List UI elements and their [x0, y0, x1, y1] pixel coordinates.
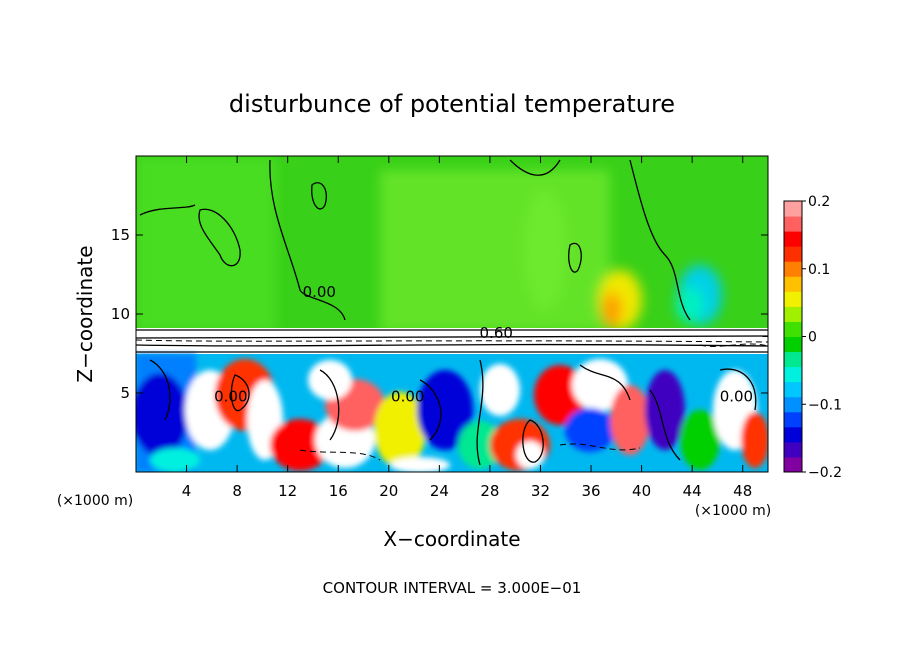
colorbar-swatch	[784, 456, 802, 473]
colorbar-label: 0.2	[808, 194, 830, 210]
colorbar-swatch	[784, 216, 802, 232]
contour-interval-note: CONTOUR INTERVAL = 3.000E−01	[323, 579, 582, 597]
colorbar-label: −0.2	[808, 465, 842, 481]
x-tick-label: 40	[632, 482, 651, 500]
colorbar-swatch	[784, 411, 802, 428]
contour-labels: 0.00 0.60 0.00 0.00 0.00	[214, 283, 753, 405]
colorbar-label: 0.1	[808, 262, 830, 278]
contour-label: 0.00	[303, 283, 336, 301]
colorbar-label: 0	[808, 330, 817, 346]
contour-label: 0.00	[214, 387, 247, 405]
dashed-contours	[136, 339, 768, 461]
colorbar-swatch	[784, 426, 802, 443]
colorbar-swatch	[784, 366, 802, 383]
x-unit-right: (×1000 m)	[695, 503, 771, 519]
chart-title: disturbunce of potential temperature	[229, 90, 675, 118]
colorbar-swatch	[784, 276, 802, 292]
colorbar-swatch	[784, 246, 802, 262]
colorbar-swatch	[784, 231, 802, 247]
contour-label: 0.00	[720, 387, 753, 405]
colorbar-swatch	[784, 381, 802, 398]
colorbar-swatch	[784, 261, 802, 277]
colorbar-swatch	[784, 201, 802, 217]
colorbar: −0.2 −0.1 0 0.1 0.2	[783, 194, 842, 481]
y-tick-label: 15	[111, 226, 130, 244]
y-tick-label: 10	[111, 305, 130, 323]
y-tick-label: 5	[120, 384, 130, 402]
contour-label: 0.00	[391, 387, 424, 405]
x-tick-label: 16	[329, 482, 348, 500]
colorbar-swatch	[784, 351, 802, 368]
x-tick-label: 48	[733, 482, 752, 500]
colorbar-swatch	[784, 441, 802, 458]
x-tick-label: 20	[379, 482, 398, 500]
colorbar-label: −0.1	[808, 397, 842, 413]
x-axis: 4 8 12 16 20 24 28 32 36 40 44 48	[182, 156, 752, 500]
x-tick-label: 36	[581, 482, 600, 500]
contour-label: 0.60	[480, 324, 513, 342]
upper-field-features	[136, 156, 722, 332]
colorbar-swatch	[784, 336, 802, 353]
y-axis: 5 10 15	[111, 226, 768, 402]
x-axis-label: X−coordinate	[383, 527, 520, 551]
x-tick-label: 28	[480, 482, 499, 500]
colorbar-swatch	[784, 321, 802, 337]
x-tick-label: 44	[683, 482, 702, 500]
x-tick-label: 32	[531, 482, 550, 500]
x-tick-label: 8	[232, 482, 242, 500]
colorbar-swatch	[784, 306, 802, 322]
y-axis-label: Z−coordinate	[73, 245, 97, 382]
colorbar-swatch	[784, 291, 802, 307]
x-tick-label: 4	[182, 482, 192, 500]
x-unit-left: (×1000 m)	[57, 493, 133, 509]
contour-lines	[136, 159, 768, 466]
x-tick-label: 24	[430, 482, 449, 500]
lower-field-features	[136, 354, 768, 472]
x-tick-label: 12	[278, 482, 297, 500]
plot-area: 0.00 0.60 0.00 0.00 0.00	[136, 156, 768, 472]
colorbar-swatch	[784, 396, 802, 413]
